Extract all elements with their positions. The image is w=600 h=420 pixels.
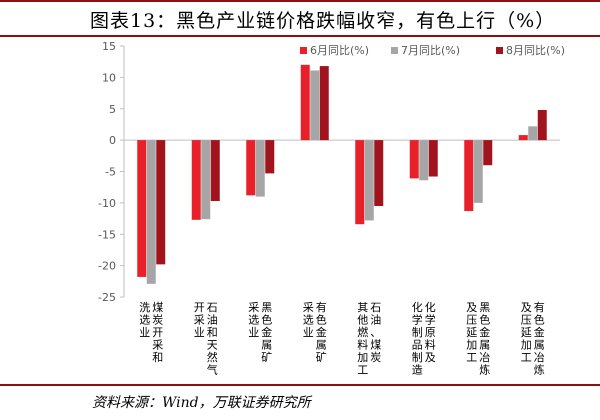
x-category-label: 化学制品制造	[412, 300, 423, 377]
header-top-rule	[0, 0, 600, 2]
y-tick-label: 0	[109, 134, 116, 147]
x-category-label: 石油、煤炭	[370, 301, 381, 364]
bar	[265, 140, 275, 174]
bar	[537, 110, 547, 141]
legend-swatch	[496, 47, 503, 54]
legend-label: 6月同比(%)	[310, 44, 369, 57]
bar	[528, 126, 538, 141]
footer-rule	[0, 384, 600, 386]
bar-series-group	[137, 64, 547, 284]
x-category-label: 及压延加工	[521, 301, 532, 364]
y-tick-label: -15	[98, 228, 116, 241]
bar	[409, 140, 419, 179]
bar	[518, 135, 528, 141]
x-category-label: 及压延加工	[466, 301, 477, 364]
y-tick-label: 10	[102, 71, 116, 84]
y-tick-label: -5	[105, 166, 116, 179]
header-bottom-rule	[0, 35, 600, 37]
source-note: 资料来源：Wind，万联证券研究所	[92, 395, 311, 411]
bar	[246, 140, 256, 196]
x-category-label: 有色金属冶炼	[534, 300, 545, 377]
x-category-label: 黑色金属冶炼	[479, 301, 490, 377]
bar	[210, 140, 220, 201]
bar	[156, 140, 166, 265]
y-tick-label: 15	[102, 40, 116, 53]
x-category-label: 煤炭开采和	[152, 301, 163, 364]
legend-swatch	[391, 47, 398, 54]
legend-swatch	[300, 47, 307, 54]
x-category-label: 采选业	[248, 301, 259, 339]
bar	[300, 64, 310, 141]
x-category-label: 其他燃料加工	[357, 301, 368, 377]
bar	[419, 140, 429, 181]
bar	[473, 140, 483, 203]
bar	[191, 140, 201, 220]
bar	[355, 140, 365, 225]
x-category-label: 黑色金属矿	[261, 301, 272, 364]
bar	[146, 140, 156, 284]
bar	[364, 140, 374, 221]
legend: 6月同比(%) 7月同比(%) 8月同比(%)	[300, 44, 565, 57]
category-labels: 煤炭开采和洗选业石油和天然气开采业黑色金属矿采选业有色金属矿采选业石油、煤炭其他…	[139, 300, 545, 377]
bar	[137, 140, 147, 277]
bar	[201, 140, 211, 220]
x-category-label: 石油和天然气	[207, 301, 218, 377]
y-tick-label: -10	[98, 197, 116, 210]
y-tick-label: -25	[98, 291, 116, 304]
bar	[464, 140, 474, 212]
x-category-label: 开采业	[194, 301, 205, 339]
y-tick-label: -20	[98, 260, 116, 273]
bar	[428, 140, 438, 177]
bar	[374, 140, 384, 207]
x-category-label: 化学原料及	[425, 300, 436, 364]
x-category-label: 采选业	[303, 301, 314, 339]
legend-label: 8月同比(%)	[506, 44, 565, 57]
x-category-label: 洗选业	[139, 301, 150, 339]
bar	[319, 66, 329, 141]
x-category-label: 有色金属矿	[316, 300, 327, 364]
y-tick-label: 5	[109, 103, 116, 116]
bar	[310, 70, 320, 141]
page-title: 图表13：黑色产业链价格跌幅收窄，有色上行（%）	[90, 10, 556, 32]
bar	[483, 140, 493, 166]
legend-label: 7月同比(%)	[401, 44, 460, 57]
y-axis: 15 10 5 0 -5 -10 -15 -20 -25	[98, 40, 560, 304]
bar	[255, 140, 265, 197]
